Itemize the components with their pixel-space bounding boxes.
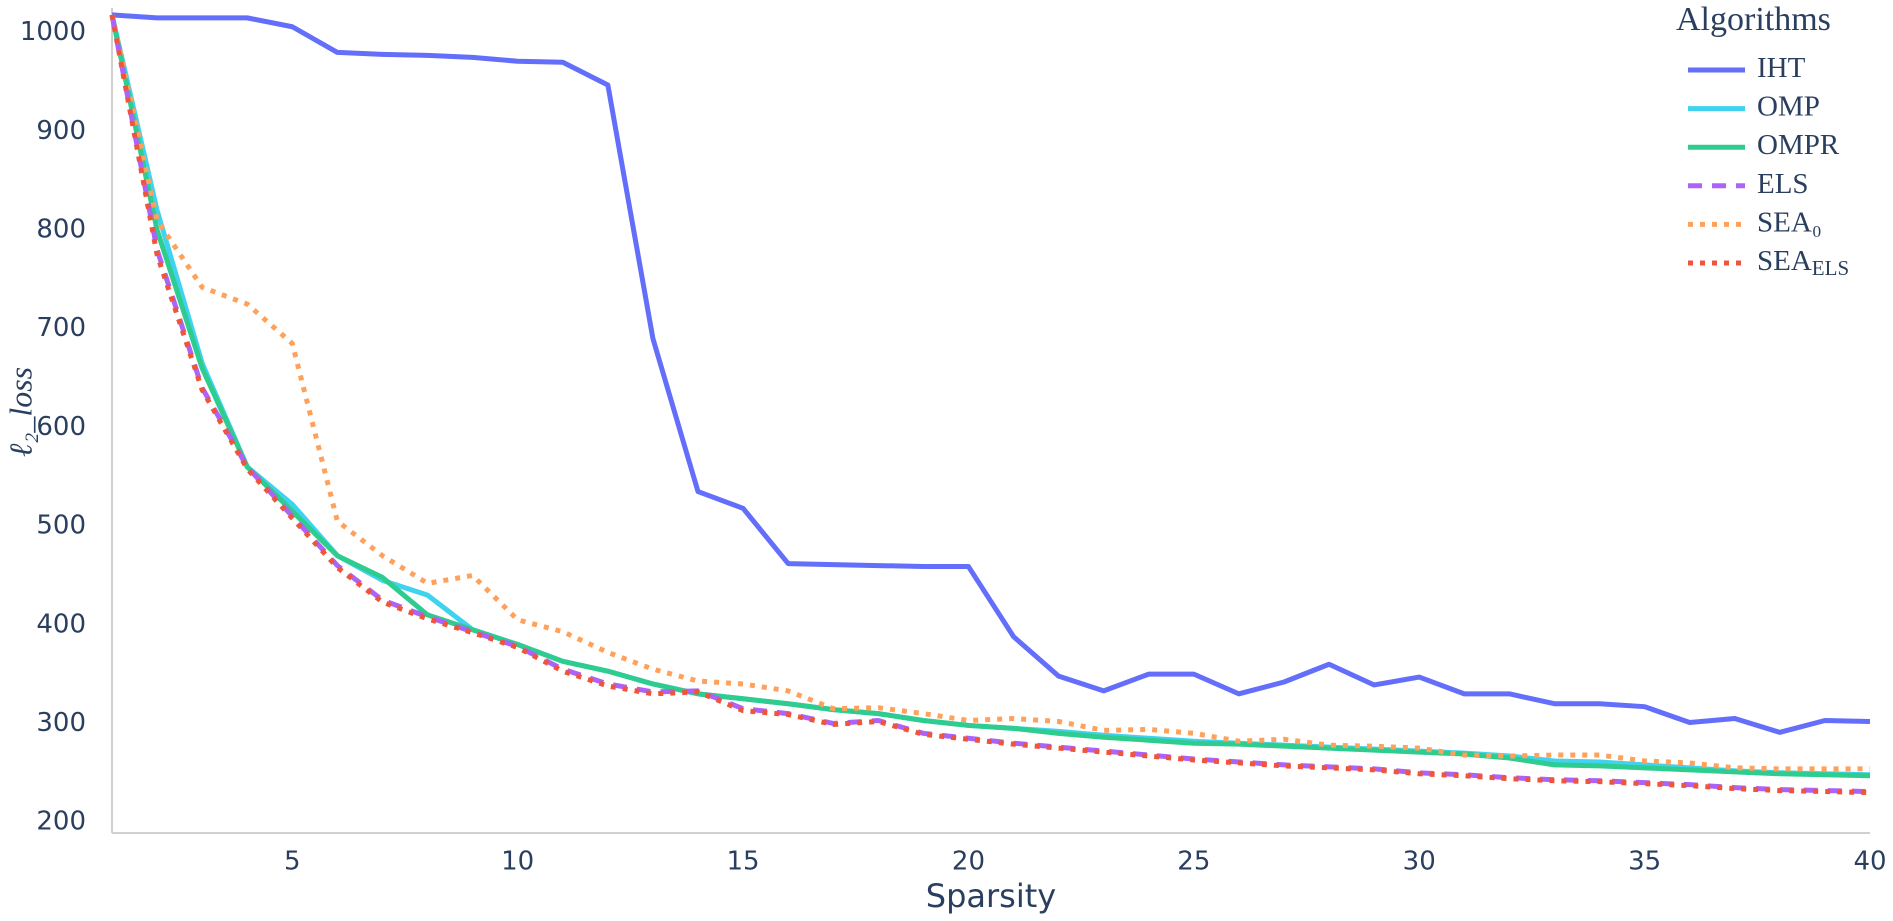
legend-label: SEA₀: [1757, 206, 1822, 238]
legend-label: OMP: [1757, 90, 1820, 122]
x-tick-label: 15: [727, 847, 760, 877]
legend-label-text: SEA: [1757, 245, 1812, 277]
y-tick-label: 1000: [20, 17, 86, 47]
y-tick-label: 300: [36, 708, 86, 738]
y-tick-label: 400: [36, 609, 86, 639]
legend-label-text: IHT: [1757, 52, 1806, 84]
series-line: [109, 14, 1871, 779]
legend-label-text: SEA₀: [1757, 206, 1822, 238]
legend-title: Algorithms: [1676, 1, 1831, 38]
y-tick-label: 700: [36, 313, 86, 343]
x-tick-label: 35: [1628, 847, 1661, 877]
y-tick-label: 500: [36, 511, 86, 541]
legend-label: ELS: [1757, 167, 1809, 199]
x-tick-label: 20: [952, 847, 985, 877]
series-line: [109, 14, 1871, 795]
y-axis-title: ℓ₂_loss: [2, 367, 38, 457]
x-tick-label: 40: [1853, 847, 1886, 877]
legend-label-text: OMPR: [1757, 129, 1840, 161]
x-axis-title: Sparsity: [926, 877, 1056, 915]
legend-label: IHT: [1757, 52, 1806, 84]
legend-label-text: OMP: [1757, 90, 1820, 122]
x-tick-label: 30: [1403, 847, 1436, 877]
legend-label: OMPR: [1757, 129, 1840, 161]
x-tick-label: 10: [501, 847, 534, 877]
x-tick-label: 5: [284, 847, 301, 877]
legend-label-text: ELS: [1757, 167, 1809, 199]
legend-label-subscript: ELS: [1812, 256, 1849, 280]
y-tick-label: 200: [36, 807, 86, 837]
x-tick-label: 25: [1177, 847, 1210, 877]
y-tick-label: 800: [36, 215, 86, 245]
series-line: [111, 12, 1871, 735]
series-line: [109, 14, 1871, 796]
series-line: [109, 14, 1870, 772]
legend-label: SEAELS: [1757, 245, 1849, 280]
series-line: [109, 14, 1871, 778]
y-tick-label: 600: [36, 412, 86, 442]
y-tick-label: 900: [36, 116, 86, 146]
